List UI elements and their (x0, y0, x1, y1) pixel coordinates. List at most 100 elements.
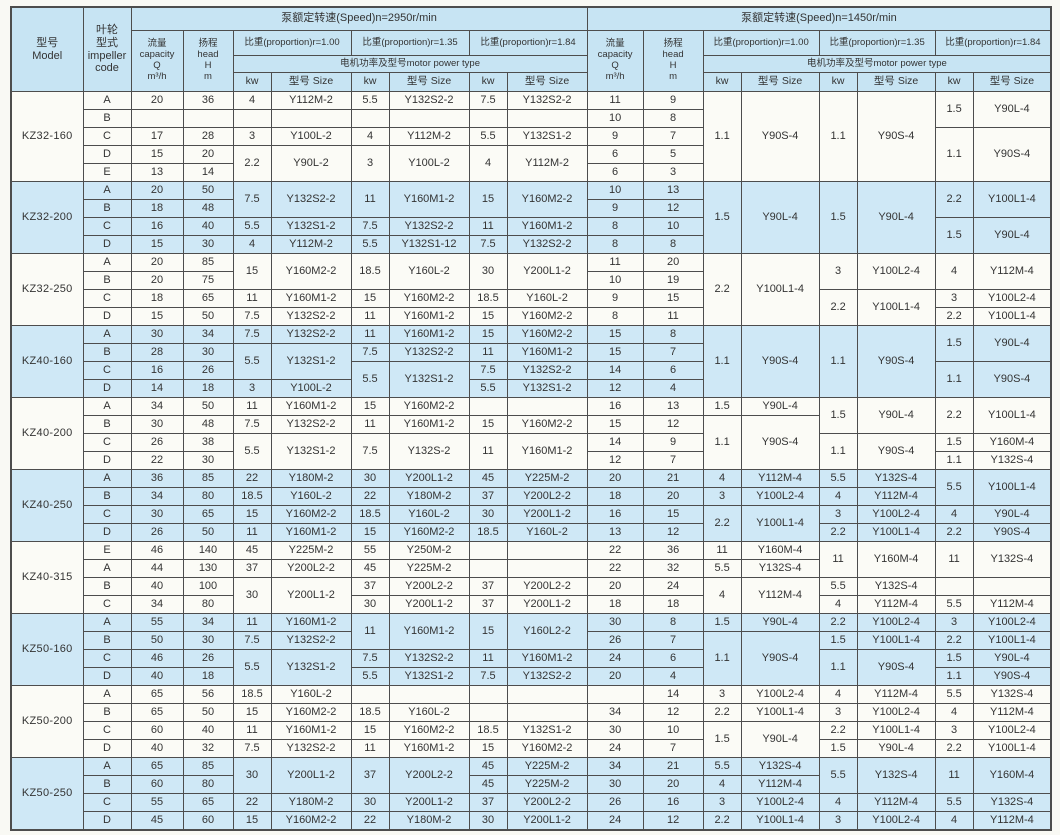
impeller-code-cell: B (82, 415, 132, 434)
data-cell: 7.5 (350, 343, 390, 362)
data-cell: Y200L1-2 (388, 595, 470, 614)
data-cell: Y90S-4 (972, 523, 1052, 542)
data-cell: 12 (642, 811, 704, 831)
data-cell: 4 (642, 667, 704, 686)
data-cell: 11 (468, 217, 508, 236)
data-cell: 28 (182, 127, 234, 146)
data-cell: 28 (130, 343, 184, 362)
data-cell: Y112M-4 (856, 487, 936, 506)
table-row: KZ32-200 A 20 50 7.5 Y132S2-2 11 Y160M1-2 15 Y160… (10, 181, 1052, 254)
data-cell: Y90L-4 (740, 721, 820, 758)
data-cell: Y112M-4 (972, 703, 1052, 722)
data-cell: 7.5 (350, 649, 390, 668)
data-cell: 20 (642, 487, 704, 506)
impeller-code-cell: C (82, 505, 132, 524)
data-cell: 24 (586, 649, 644, 668)
header-kw: kw (232, 72, 272, 92)
data-cell: 11 (468, 433, 508, 470)
data-cell: 30 (232, 757, 272, 794)
data-cell: Y100L2-4 (740, 793, 820, 812)
data-cell: Y100L1-4 (740, 703, 820, 722)
data-cell: 18.5 (350, 253, 390, 290)
data-cell: Y160M2-2 (388, 721, 470, 740)
impeller-code-cell: D (82, 451, 132, 470)
data-cell: Y160M2-2 (270, 253, 352, 290)
data-cell: 11 (468, 343, 508, 362)
data-cell: Y160M1-2 (270, 613, 352, 632)
data-cell: Y132S1-2 (506, 721, 588, 740)
data-cell: 15 (232, 703, 272, 722)
data-cell: 22 (350, 487, 390, 506)
header-size: 型号 Size (270, 72, 352, 92)
data-cell: 11 (232, 613, 272, 632)
data-cell: Y100L1-4 (972, 469, 1052, 506)
model-cell: KZ32-160 (10, 91, 84, 182)
data-cell (506, 703, 588, 722)
data-cell: 46 (130, 649, 184, 668)
data-cell: 3 (818, 253, 858, 290)
data-cell: Y160L2-2 (506, 613, 588, 650)
data-cell: 9 (586, 199, 644, 218)
data-cell: 65 (182, 505, 234, 524)
data-cell: 2.2 (818, 613, 858, 632)
data-cell: Y160M1-2 (270, 523, 352, 542)
data-cell: 1.5 (934, 91, 974, 128)
data-cell: 1.5 (934, 217, 974, 254)
data-cell: 85 (182, 757, 234, 776)
data-cell: 20 (642, 775, 704, 794)
data-cell (506, 109, 588, 128)
data-cell: 15 (350, 397, 390, 416)
data-cell: 11 (642, 307, 704, 326)
table-row: B 10 8 (11, 109, 1051, 128)
data-cell: 18 (182, 667, 234, 686)
data-cell: 1.1 (818, 649, 858, 686)
data-cell: 4 (818, 595, 858, 614)
data-cell: 4 (934, 703, 974, 722)
impeller-code-cell: D (82, 145, 132, 164)
data-cell: Y90L-4 (856, 181, 936, 254)
data-cell (270, 109, 352, 128)
data-cell: 55 (130, 613, 184, 632)
data-cell: 15 (130, 235, 184, 254)
data-cell: 2.2 (818, 523, 858, 542)
header-impeller-cn1: 叶轮 (96, 24, 118, 37)
data-cell: Y132S1-2 (388, 667, 470, 686)
impeller-code-cell: B (82, 343, 132, 362)
data-cell: 26 (130, 523, 184, 542)
header-head-en: head (197, 49, 219, 61)
impeller-code-cell: B (82, 775, 132, 794)
data-cell: 85 (182, 469, 234, 488)
data-cell: Y160M-4 (972, 433, 1052, 452)
model-cell: KZ40-250 (10, 469, 84, 542)
data-cell: Y100L-2 (270, 379, 352, 398)
data-cell: Y90S-4 (856, 649, 936, 686)
header-kw: kw (818, 72, 858, 92)
data-cell: Y132S2-2 (506, 667, 588, 686)
data-cell: Y160M2-2 (270, 703, 352, 722)
data-cell: 22 (130, 451, 184, 470)
data-cell: 3 (702, 487, 742, 506)
data-cell: 45 (350, 559, 390, 578)
table-row: C 16 40 5.5 Y132S1-2 7.5 Y132S2-2 11 Y160M1-2 8 10… (11, 217, 1052, 254)
data-cell: 14 (586, 361, 644, 380)
table-row: C 55 65 22 Y180M-2 30 Y200L1-2 37 Y200L2-2 26 16 3 Y… (11, 793, 1052, 812)
data-cell: 2.2 (818, 721, 858, 740)
data-cell: Y160M2-2 (388, 289, 470, 308)
data-cell: Y200L2-2 (506, 577, 588, 596)
data-cell: 36 (642, 541, 704, 560)
data-cell: Y100L2-4 (972, 721, 1052, 740)
data-cell: 30 (130, 415, 184, 434)
data-cell: Y160M1-2 (270, 721, 352, 740)
data-cell (130, 109, 184, 128)
data-cell: 11 (934, 541, 974, 578)
data-cell: 80 (182, 775, 234, 794)
impeller-code-cell: C (82, 595, 132, 614)
data-cell: 5 (642, 145, 704, 164)
data-cell: Y200L1-2 (388, 469, 470, 488)
header-head-unit: m (669, 70, 678, 82)
data-cell: 13 (130, 163, 184, 182)
data-cell: 50 (130, 631, 184, 650)
data-cell: Y90S-4 (740, 415, 820, 470)
data-cell: Y100L1-4 (972, 631, 1052, 650)
data-cell: 26 (182, 649, 234, 668)
